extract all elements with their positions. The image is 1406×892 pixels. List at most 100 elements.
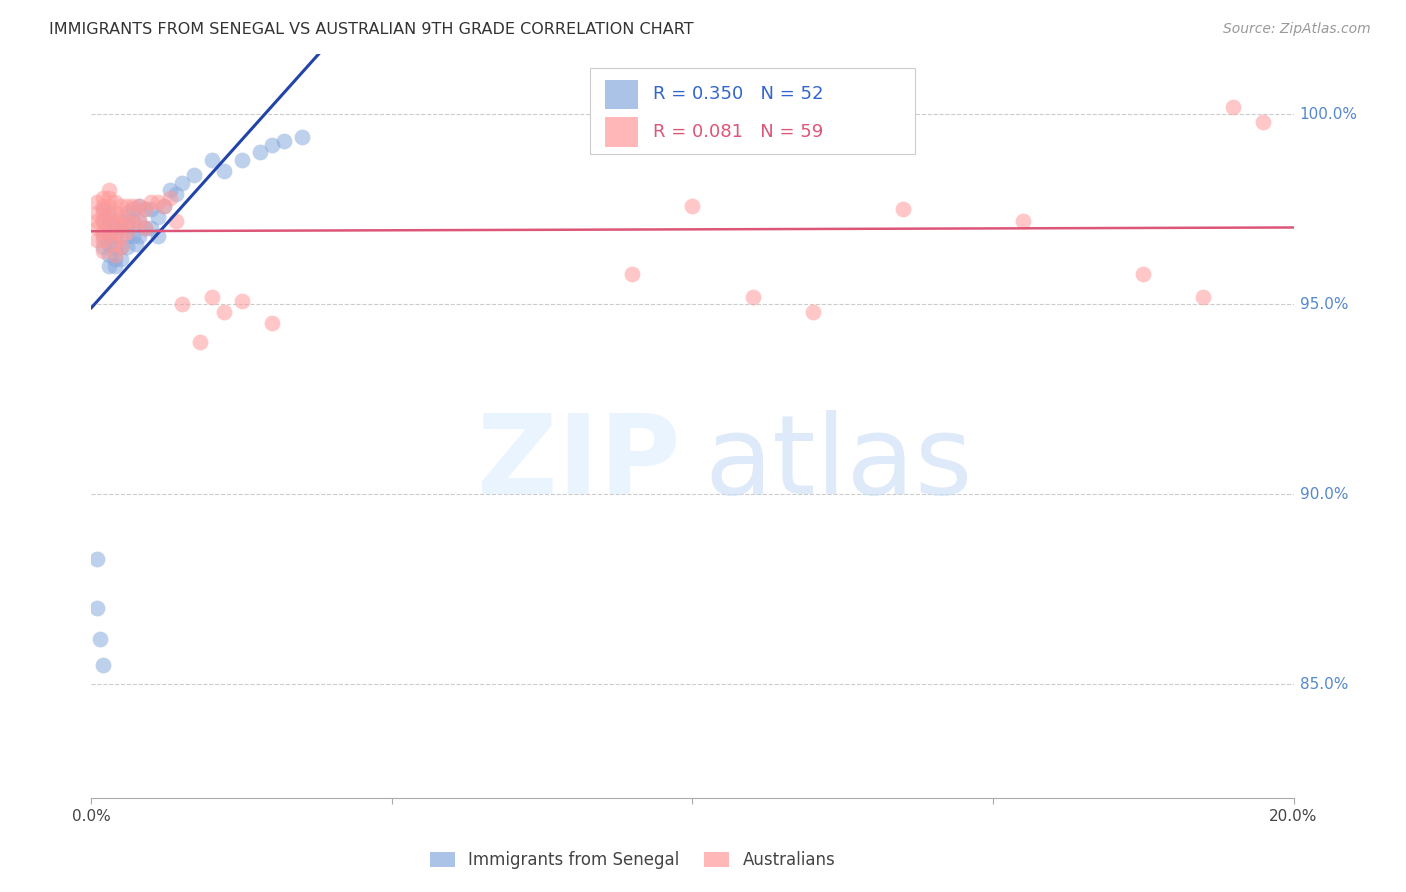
Point xyxy=(212,305,235,319)
Point xyxy=(98,198,121,212)
Point xyxy=(231,153,253,167)
Point xyxy=(170,176,193,190)
Point xyxy=(86,194,108,209)
Point xyxy=(110,252,132,266)
Point xyxy=(1192,290,1215,304)
Text: atlas: atlas xyxy=(704,409,973,516)
Point xyxy=(117,225,139,239)
Point xyxy=(104,213,127,227)
Point xyxy=(141,221,163,235)
Point xyxy=(146,210,169,224)
Point xyxy=(165,187,187,202)
Point xyxy=(117,228,139,243)
Point xyxy=(201,153,224,167)
Text: 85.0%: 85.0% xyxy=(1299,677,1348,692)
Point xyxy=(86,206,108,220)
Point xyxy=(165,213,187,227)
Point xyxy=(741,290,763,304)
Point xyxy=(141,194,163,209)
Point xyxy=(98,248,121,262)
Point xyxy=(98,213,121,227)
Point xyxy=(104,194,127,209)
Point xyxy=(86,601,108,615)
Point xyxy=(93,198,115,212)
Point xyxy=(104,206,127,220)
Point xyxy=(93,658,115,673)
Point xyxy=(141,202,163,217)
Point xyxy=(93,244,115,259)
FancyBboxPatch shape xyxy=(605,79,638,110)
Point xyxy=(681,198,703,212)
Point xyxy=(98,228,121,243)
Point xyxy=(93,213,115,227)
Point xyxy=(86,213,108,227)
Point xyxy=(93,228,115,243)
Point xyxy=(621,267,644,281)
Point xyxy=(86,221,108,235)
Point xyxy=(134,202,156,217)
Point xyxy=(249,145,271,160)
Point xyxy=(89,632,111,646)
Point xyxy=(146,194,169,209)
Point xyxy=(110,218,132,232)
Point xyxy=(98,210,121,224)
Point xyxy=(110,213,132,227)
Point xyxy=(93,202,115,217)
Point xyxy=(152,198,174,212)
Point xyxy=(110,240,132,254)
Text: R = 0.081   N = 59: R = 0.081 N = 59 xyxy=(652,123,823,141)
Point xyxy=(122,228,145,243)
Point xyxy=(104,225,127,239)
Point xyxy=(291,130,314,145)
Text: Source: ZipAtlas.com: Source: ZipAtlas.com xyxy=(1223,22,1371,37)
Point xyxy=(1222,100,1244,114)
Text: ZIP: ZIP xyxy=(477,409,681,516)
Text: 95.0%: 95.0% xyxy=(1299,297,1348,312)
Point xyxy=(183,168,205,182)
Point xyxy=(159,191,181,205)
Text: IMMIGRANTS FROM SENEGAL VS AUSTRALIAN 9TH GRADE CORRELATION CHART: IMMIGRANTS FROM SENEGAL VS AUSTRALIAN 9T… xyxy=(49,22,693,37)
Point xyxy=(93,191,115,205)
FancyBboxPatch shape xyxy=(591,69,915,154)
Point xyxy=(117,218,139,232)
Text: 90.0%: 90.0% xyxy=(1299,487,1348,502)
Point xyxy=(273,134,295,148)
Point xyxy=(152,198,174,212)
Point xyxy=(201,290,224,304)
Point xyxy=(104,236,127,251)
Text: R = 0.350   N = 52: R = 0.350 N = 52 xyxy=(652,86,824,103)
Point xyxy=(134,221,156,235)
Point xyxy=(110,198,132,212)
Point xyxy=(170,297,193,311)
Point xyxy=(104,218,127,232)
Point xyxy=(231,293,253,308)
Point xyxy=(86,233,108,247)
Point xyxy=(212,164,235,178)
Point xyxy=(801,305,824,319)
Point xyxy=(159,183,181,197)
Point xyxy=(188,335,211,350)
Point xyxy=(260,316,283,330)
Point xyxy=(110,210,132,224)
Point xyxy=(128,213,150,227)
Point xyxy=(125,236,148,251)
Point xyxy=(122,213,145,227)
Legend: Immigrants from Senegal, Australians: Immigrants from Senegal, Australians xyxy=(423,845,842,876)
Point xyxy=(98,221,121,235)
Point xyxy=(122,198,145,212)
Point xyxy=(93,206,115,220)
Point xyxy=(117,213,139,227)
Point xyxy=(98,183,121,197)
Point xyxy=(93,225,115,239)
Point xyxy=(110,221,132,235)
Point xyxy=(122,213,145,227)
Point xyxy=(1132,267,1154,281)
FancyBboxPatch shape xyxy=(605,117,638,146)
Point xyxy=(117,206,139,220)
Point xyxy=(128,228,150,243)
Point xyxy=(134,221,156,235)
Point xyxy=(93,233,115,247)
Point xyxy=(104,228,127,243)
Point xyxy=(128,213,150,227)
Point xyxy=(122,202,145,217)
